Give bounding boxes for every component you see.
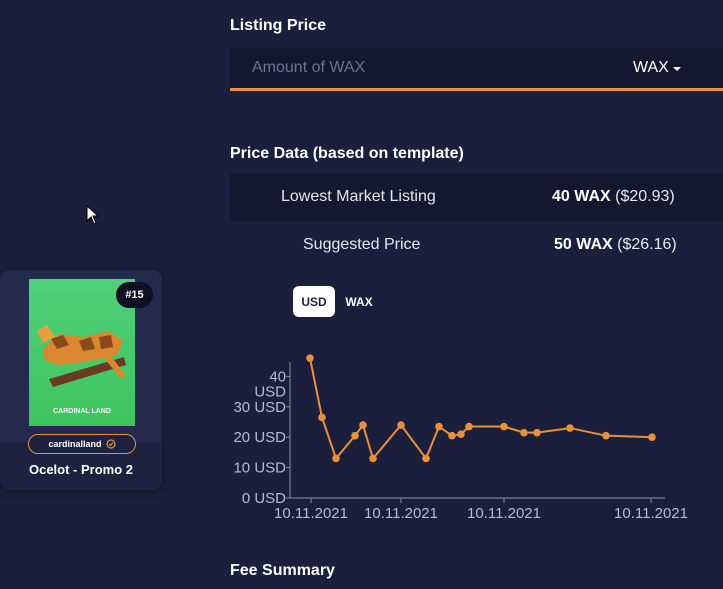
- data-point: [533, 428, 541, 437]
- data-point: [500, 422, 508, 431]
- lowest-listing-row: Lowest Market Listing 40 WAX ($20.93): [230, 173, 723, 221]
- wax-amount-input[interactable]: [230, 48, 610, 88]
- data-point: [435, 422, 443, 431]
- x-tick-label: 10.11.2021: [467, 505, 541, 522]
- x-tick-label: 10.11.2021: [274, 505, 348, 522]
- data-point: [566, 424, 574, 432]
- y-tick-label: 10 USD: [233, 460, 286, 477]
- data-point: [465, 422, 473, 431]
- listing-price-title: Listing Price: [230, 17, 327, 34]
- data-point: [332, 454, 340, 463]
- ocelot-illustration: CARDINAL LAND: [37, 325, 126, 415]
- y-tick-label: 0 USD: [242, 490, 286, 507]
- data-point: [397, 421, 405, 429]
- mouse-cursor-icon: [86, 205, 100, 225]
- collection-chip[interactable]: cardinalland: [28, 434, 136, 454]
- listing-price-field: WAX: [230, 48, 723, 91]
- suggested-wax: 50 WAX: [554, 236, 613, 253]
- data-point: [602, 431, 610, 440]
- suggested-price-row: Suggested Price 50 WAX ($26.16): [230, 221, 723, 269]
- verified-icon: [105, 439, 116, 449]
- data-point: [306, 354, 314, 362]
- series-line: [309, 357, 653, 461]
- data-point: [359, 421, 367, 429]
- y-tick-label: 40: [269, 368, 286, 385]
- x-tick-label: 10.11.2021: [614, 505, 688, 522]
- lowest-listing-value: 40 WAX ($20.93): [552, 188, 675, 206]
- suggested-price-value: 50 WAX ($26.16): [554, 236, 677, 254]
- y-tick-label: 30 USD: [233, 399, 286, 416]
- x-tick-label: 10.11.2021: [364, 505, 438, 522]
- data-point: [318, 413, 326, 422]
- data-point: [648, 433, 656, 441]
- y-tick-label: 20 USD: [233, 429, 286, 446]
- y-tick-label: USD: [254, 383, 286, 400]
- nft-card[interactable]: CARDINAL LAND #15 cardinalland Ocelot - …: [0, 270, 162, 490]
- fee-summary-title: Fee Summary: [230, 562, 335, 579]
- image-caption: CARDINAL LAND: [53, 408, 111, 415]
- currency-dropdown[interactable]: WAX: [633, 59, 681, 77]
- nft-name: Ocelot - Promo 2: [28, 462, 134, 477]
- mint-badge: #15: [116, 282, 153, 308]
- nft-image: CARDINAL LAND: [29, 279, 135, 426]
- data-point: [448, 431, 456, 440]
- lowest-listing-label: Lowest Market Listing: [281, 188, 436, 205]
- data-point: [422, 454, 430, 463]
- lowest-usd: ($20.93): [615, 188, 675, 205]
- lowest-wax: 40 WAX: [552, 188, 611, 205]
- data-point: [369, 454, 377, 463]
- data-point: [457, 430, 465, 438]
- price-data-title: Price Data (based on template): [230, 145, 464, 162]
- suggested-usd: ($26.16): [617, 236, 677, 253]
- data-point: [351, 431, 359, 440]
- toggle-usd-button[interactable]: USD: [293, 286, 335, 317]
- caret-down-icon: [672, 66, 681, 71]
- toggle-wax-button[interactable]: WAX: [345, 294, 373, 309]
- data-point: [520, 428, 528, 437]
- collection-name: cardinalland: [48, 439, 102, 449]
- suggested-price-label: Suggested Price: [303, 236, 421, 253]
- currency-label: WAX: [633, 59, 669, 76]
